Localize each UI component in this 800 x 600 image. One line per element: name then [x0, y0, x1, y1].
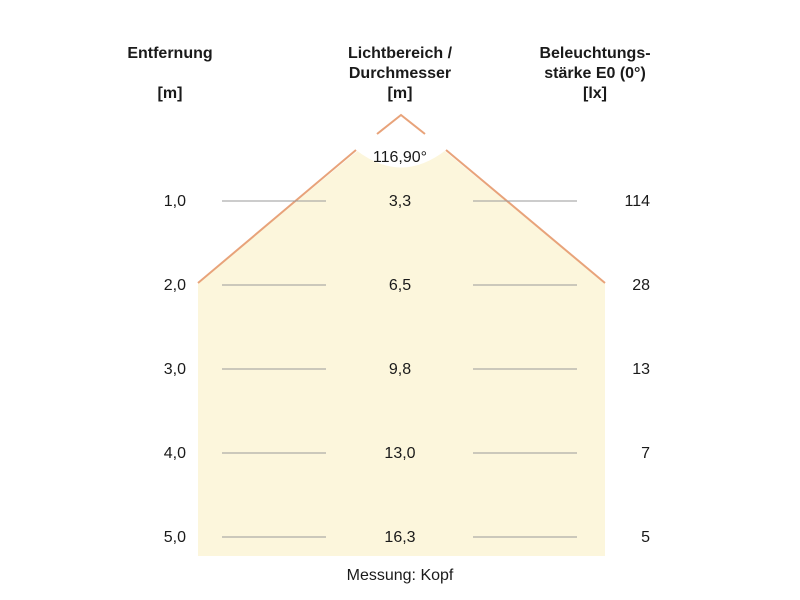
light-beam-area	[198, 115, 605, 556]
header-illuminance-line1: Beleuchtungs-	[539, 45, 651, 62]
illuminance-value-2: 28	[632, 277, 650, 294]
diameter-value-1: 3,3	[388, 193, 412, 210]
angle-label-notch	[356, 115, 446, 168]
beam-apex	[376, 113, 426, 135]
diameter-value-5: 16,3	[384, 529, 416, 546]
diameter-value-2: 6,5	[388, 277, 412, 294]
header-illuminance-line2: stärke E0 (0°)	[544, 65, 646, 82]
diameter-value-3: 9,8	[388, 361, 412, 378]
distance-value-5: 5,0	[163, 529, 186, 546]
illuminance-value-4: 7	[641, 445, 650, 462]
distance-value-1: 1,0	[163, 193, 186, 210]
header-diameter-unit: [m]	[387, 85, 413, 102]
beam-angle-label: 116,90°	[372, 149, 428, 166]
diameter-value-4: 13,0	[384, 445, 416, 462]
header-illuminance: Beleuchtungs- stärke E0 (0°) [lx]	[515, 44, 675, 104]
illuminance-value-5: 5	[641, 529, 650, 546]
beam-edge-left	[197, 149, 357, 284]
header-distance-title: Entfernung	[127, 45, 213, 62]
header-distance-unit: [m]	[157, 85, 183, 102]
header-diameter-line1: Lichtbereich /	[347, 45, 453, 62]
header-distance: Entfernung [m]	[105, 44, 235, 104]
header-diameter: Lichtbereich / Durchmesser [m]	[320, 44, 480, 104]
distance-value-4: 4,0	[163, 445, 186, 462]
guide-lines	[222, 200, 577, 538]
distance-value-2: 2,0	[163, 277, 186, 294]
illuminance-value-1: 114	[624, 193, 650, 210]
illuminance-value-3: 13	[632, 361, 650, 378]
header-distance-spacer	[105, 64, 235, 84]
measurement-note: Messung: Kopf	[346, 567, 454, 584]
header-illuminance-unit: [lx]	[583, 85, 607, 102]
header-diameter-line2: Durchmesser	[348, 65, 452, 82]
beam-edge-right	[445, 149, 606, 284]
distance-value-3: 3,0	[163, 361, 186, 378]
